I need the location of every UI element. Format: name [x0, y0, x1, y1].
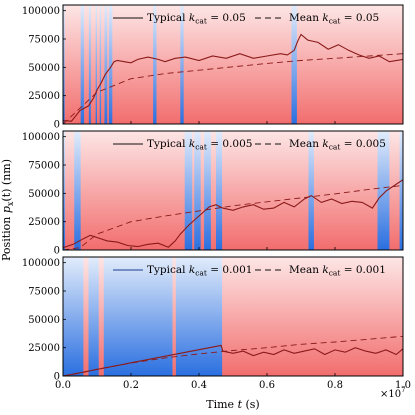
legend-label: Mean kcat = 0.005	[289, 138, 386, 152]
y-tick-label: 100000	[22, 132, 60, 143]
legend-label: Mean kcat = 0.05	[289, 12, 379, 26]
blue-band	[63, 131, 66, 250]
panels: 0 25000 50000 75000 100000 Typical kcat = 0.0…	[22, 4, 411, 391]
series-typical	[63, 179, 403, 249]
blue-band	[194, 131, 201, 250]
legend-label: Typical kcat = 0.05	[147, 12, 246, 26]
y-tick-label: 0	[54, 120, 60, 131]
y-tick-label: 0	[54, 246, 60, 257]
y-tick-label: 50000	[28, 189, 60, 200]
red-band	[172, 257, 176, 376]
blue-band	[308, 131, 314, 250]
x-tick-label: 0.8	[327, 380, 343, 391]
blue-band	[104, 5, 108, 124]
series-mean	[63, 335, 403, 376]
red-band	[83, 257, 89, 376]
blue-band	[184, 131, 193, 250]
red-band	[222, 257, 403, 376]
legend-label: Typical kcat = 0.005	[147, 138, 252, 152]
y-tick-label: 0	[54, 372, 60, 383]
y-tick-label: 75000	[28, 35, 60, 46]
x-tick-label: 0.0	[55, 380, 71, 391]
blue-band	[95, 5, 97, 124]
y-tick-label: 50000	[28, 63, 60, 74]
axes-frame	[62, 4, 404, 125]
panel-1: 0 25000 50000 75000 100000 Typical kcat = 0.0…	[22, 4, 404, 131]
legend-label: Mean kcat = 0.001	[289, 264, 386, 278]
blue-band	[108, 5, 113, 124]
blue-band	[377, 131, 390, 250]
series-mean	[63, 53, 403, 124]
background-band	[63, 5, 403, 124]
y-axis-label: Position px(t) (nm)	[0, 159, 15, 261]
blue-band	[399, 131, 403, 250]
blue-band	[88, 5, 91, 124]
axes-frame	[62, 256, 404, 377]
blue-band	[216, 131, 223, 250]
red-band	[98, 257, 104, 376]
y-tick-label: 25000	[28, 217, 60, 228]
panel-3: 0 25000 50000 75000 100000 0.0 0.2 0.4 0.6 0.8 1.0…	[22, 256, 411, 391]
x-axis-label: Time t (s)	[206, 398, 259, 411]
series-typical	[63, 344, 403, 376]
series-typical	[63, 33, 403, 122]
legend-label: Typical kcat = 0.001	[147, 264, 252, 278]
blue-band	[80, 5, 85, 124]
blue-band	[180, 5, 184, 124]
y-tick-label: 100000	[22, 258, 60, 269]
x-tick-label: 1.0	[395, 380, 411, 391]
y-tick-label: 75000	[28, 161, 60, 172]
background-band	[63, 131, 403, 250]
y-tick-label: 25000	[28, 91, 60, 102]
blue-band	[291, 5, 297, 124]
x-tick-label: 0.4	[191, 380, 207, 391]
blue-band	[204, 131, 211, 250]
axes-frame	[62, 130, 404, 251]
x-multiplier: ×107	[380, 386, 406, 400]
blue-band	[99, 5, 102, 124]
y-tick-label: 25000	[28, 343, 60, 354]
x-tick-label: 0.2	[123, 380, 139, 391]
x-tick-label: 0.6	[259, 380, 275, 391]
series-mean	[63, 184, 403, 250]
blue-band	[63, 5, 65, 124]
blue-band	[153, 5, 157, 124]
y-tick-label: 100000	[22, 6, 60, 17]
y-tick-label: 50000	[28, 315, 60, 326]
y-tick-label: 75000	[28, 287, 60, 298]
panel-2: 0 25000 50000 75000 100000 Typical kcat = 0.0…	[22, 130, 404, 257]
blue-band	[74, 131, 81, 250]
